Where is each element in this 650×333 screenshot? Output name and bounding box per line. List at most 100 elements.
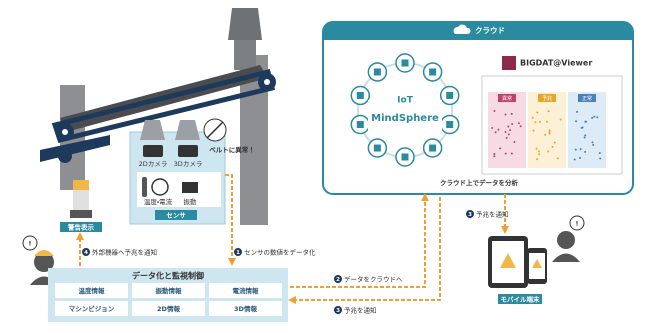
steps: 1 センサの数値をデータ化 2 データをクラウドへ 3 予兆を通知 3 予兆を通知 4 外部機器へ… <box>82 210 509 315</box>
helmet <box>34 250 54 256</box>
icon <box>446 121 454 129</box>
cell-label: 3D情報 <box>234 304 257 313</box>
step-badge <box>334 275 342 283</box>
camera <box>140 120 165 140</box>
warning-icon <box>532 259 542 268</box>
dot <box>576 110 579 113</box>
dot <box>535 147 538 150</box>
cloud-icon <box>453 24 471 34</box>
sensor-tag <box>155 210 197 220</box>
dot <box>598 152 601 155</box>
label: クラウド <box>475 25 505 35</box>
step-badge <box>334 306 342 314</box>
cell-label: 2D情報 <box>157 304 180 313</box>
dot <box>593 115 596 118</box>
dot <box>507 133 510 136</box>
step-label: 予兆を通知 <box>476 210 509 219</box>
gauge <box>151 178 169 196</box>
label: BIGDAT@Viewer <box>520 59 592 68</box>
camera-icon <box>178 145 198 157</box>
dot <box>538 120 541 123</box>
dot <box>493 155 496 158</box>
label: データ化と監視制御 <box>132 271 204 281</box>
dot <box>573 158 576 161</box>
zone-tag <box>538 94 556 102</box>
dot <box>505 137 508 140</box>
label: センサ <box>166 212 186 220</box>
label: 警告表示 <box>67 223 95 232</box>
dot <box>556 157 559 160</box>
person <box>557 231 575 249</box>
dot <box>531 116 534 119</box>
cell <box>209 283 282 298</box>
roller <box>264 79 270 85</box>
icon <box>446 91 454 99</box>
step-number: 4 <box>84 250 88 256</box>
zone-tag <box>578 94 596 102</box>
dot <box>519 125 522 128</box>
step-badge <box>466 210 474 218</box>
cell-label: 電流情報 <box>233 286 260 295</box>
dot <box>584 134 587 137</box>
dot <box>491 126 494 129</box>
dot <box>547 110 550 113</box>
label: ベルトに異常！ <box>209 145 255 154</box>
label: 異常 <box>502 95 512 102</box>
warning-light <box>73 180 89 190</box>
icon <box>356 91 364 99</box>
label: IoT <box>397 96 414 106</box>
dot <box>559 118 562 121</box>
dot <box>493 110 496 113</box>
dot <box>585 120 588 123</box>
platform-label-bg <box>368 100 442 132</box>
dot <box>553 141 556 144</box>
step-label: センサの数値をデータ化 <box>244 248 316 257</box>
label: クラウド上でデータを分析 <box>440 178 519 187</box>
icon <box>373 68 381 76</box>
alert-bubble <box>22 235 38 251</box>
dot <box>591 141 594 144</box>
label: 正常 <box>582 95 592 102</box>
roller <box>62 129 68 135</box>
step-label: 外部機器へ予兆を通知 <box>92 248 157 257</box>
dot <box>507 125 510 128</box>
icons <box>350 53 460 167</box>
chimney <box>228 8 262 40</box>
dot <box>494 131 497 134</box>
dot <box>493 152 496 155</box>
zone-tag <box>498 94 516 102</box>
label: 3Dカメラ <box>174 160 203 168</box>
step-badge <box>82 248 90 256</box>
cell <box>209 301 282 316</box>
step-label: データをクラウドへ <box>344 275 403 284</box>
cloud-header <box>323 22 633 40</box>
dot <box>499 147 502 150</box>
dot <box>538 153 541 156</box>
person <box>552 253 580 262</box>
dot <box>504 130 507 133</box>
dot <box>584 150 587 153</box>
cell-label: 振動情報 <box>156 286 183 295</box>
zone <box>528 92 566 168</box>
icon <box>373 144 381 152</box>
dot <box>599 157 602 160</box>
cell-label: 温度情報 <box>79 286 106 295</box>
dot <box>583 136 586 139</box>
dot <box>548 131 551 134</box>
dot <box>544 133 547 136</box>
vibration-sensor <box>182 182 198 193</box>
camera-icon <box>143 145 163 157</box>
dot <box>513 141 516 144</box>
dot <box>509 129 512 132</box>
exclamation: ! <box>576 220 579 228</box>
dot <box>591 116 594 119</box>
label: 温度・電流 <box>144 197 173 206</box>
dot <box>547 150 550 153</box>
belt <box>40 135 110 162</box>
viewer-logo <box>502 56 516 70</box>
dot <box>504 113 507 116</box>
